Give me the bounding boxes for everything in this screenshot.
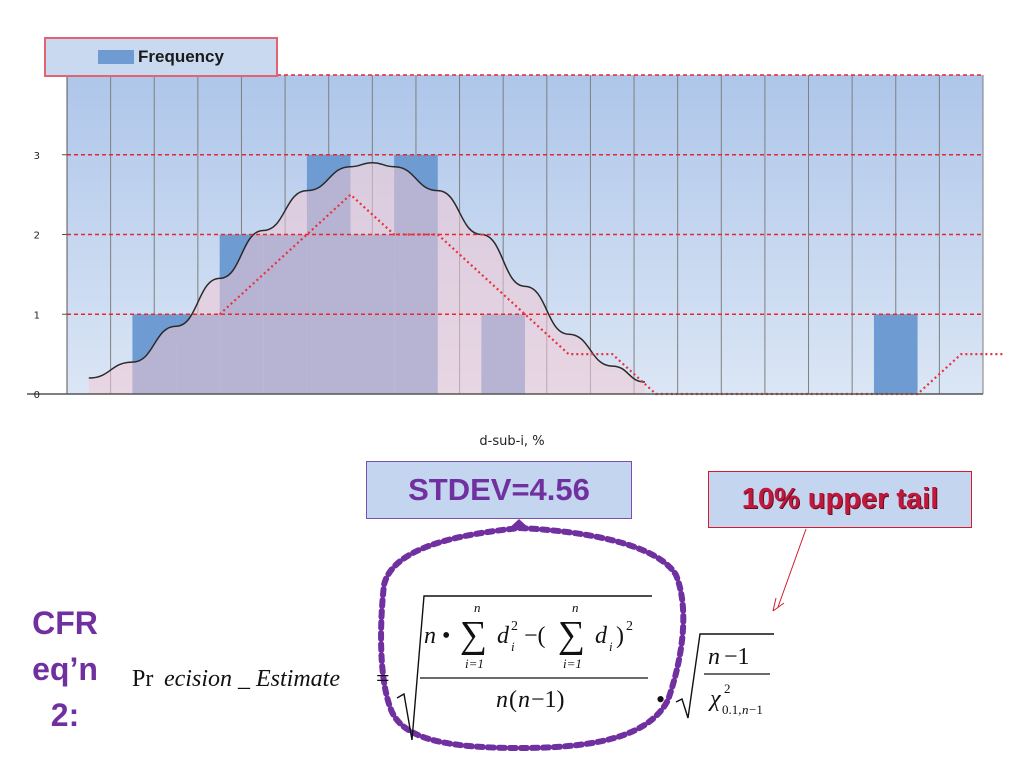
cfr-label-line-1: CFR (32, 605, 98, 641)
normal-curve-line (88, 161, 645, 383)
legend-label-frequency: Frequency (138, 47, 224, 66)
upper-tail-callout: 10% upper tail (708, 471, 972, 528)
cfr-label-line-3: 2: (50, 697, 80, 733)
y-tick-label: 0 (34, 390, 40, 401)
legend-swatch-frequency (98, 50, 134, 64)
y-tick-label: 2 (34, 231, 40, 242)
chart-legend: Frequency (44, 37, 278, 77)
cfr-label-line-2: eq’n (32, 651, 98, 687)
x-axis-label: d-sub-i, % (479, 434, 545, 449)
cfr-equation-label: CFR eq’n 2: (14, 600, 116, 738)
normal-curve-fill (88, 162, 645, 394)
frequency-bar (873, 314, 918, 394)
stdev-callout: STDEV=4.56 (366, 461, 632, 519)
moving-average-line (218, 193, 1005, 396)
y-tick-label: 3 (34, 151, 40, 162)
y-tick-label: 1 (34, 310, 40, 321)
